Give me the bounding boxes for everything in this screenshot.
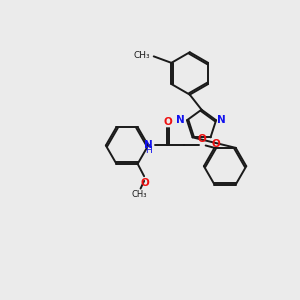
Text: N: N xyxy=(144,140,153,150)
Text: N: N xyxy=(176,115,184,125)
Text: H: H xyxy=(145,146,152,155)
Text: O: O xyxy=(140,178,149,188)
Text: O: O xyxy=(163,117,172,127)
Text: O: O xyxy=(211,139,220,148)
Text: CH₃: CH₃ xyxy=(131,190,147,199)
Text: CH₃: CH₃ xyxy=(134,51,150,60)
Text: O: O xyxy=(198,134,206,144)
Text: N: N xyxy=(217,115,226,125)
